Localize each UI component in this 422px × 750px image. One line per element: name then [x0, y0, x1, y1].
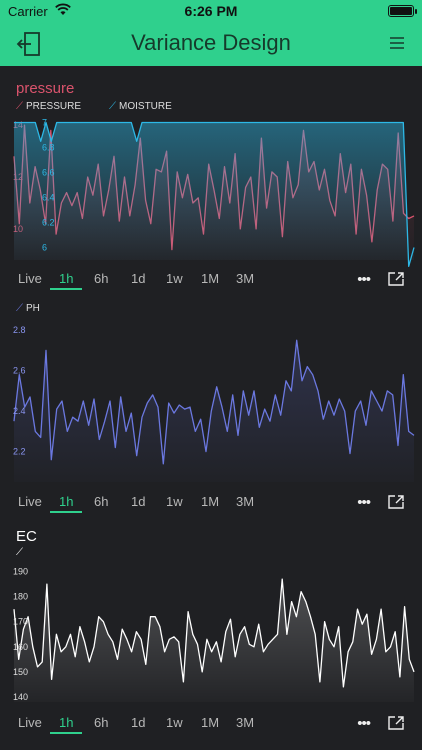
y-tick-label: 2.2	[13, 447, 26, 457]
range-option-1m[interactable]: 1M	[201, 494, 220, 509]
expand-icon[interactable]	[388, 716, 404, 730]
chart-legend: ⟋ PH	[16, 303, 40, 314]
legend-label: PRESSURE	[26, 101, 82, 112]
range-option-1h[interactable]: 1h	[50, 268, 83, 290]
y-tick-label: 2.4	[13, 406, 26, 416]
battery-icon	[388, 5, 417, 17]
battery-fill	[390, 7, 412, 15]
y-tick-label: 6.4	[42, 193, 55, 203]
ph-widget: ⟋ PH 2.8 2.6 2.4 2.2 Live 1h 6h 1d 1w 1M 3M •••	[0, 296, 422, 518]
header-bar: Variance Design	[0, 22, 422, 66]
legend-label: PH	[26, 303, 40, 314]
line-icon: ⟋	[16, 547, 23, 558]
wifi-icon	[55, 3, 71, 19]
y-tick-label: 6.6	[42, 168, 55, 178]
y-tick-label: 6.2	[42, 218, 55, 228]
more-options-icon[interactable]: •••	[357, 714, 371, 732]
range-option-1m[interactable]: 1M	[201, 271, 220, 286]
range-option-1d[interactable]: 1d	[131, 715, 146, 730]
legend-item-ec: ⟋	[16, 547, 26, 558]
expand-icon[interactable]	[388, 495, 404, 509]
range-option-live[interactable]: Live	[18, 715, 42, 730]
y-tick-label: 6.8	[42, 143, 55, 153]
menu-icon[interactable]	[390, 36, 404, 50]
legend-label: MOISTURE	[119, 101, 172, 112]
series-line-ec	[13, 578, 415, 688]
ec-widget: EC ⟋ 190 180 170 160 150 140 Live 1h 6h 1d 1w 1M 3M…	[0, 520, 422, 745]
page-title: Variance Design	[131, 30, 291, 55]
exit-icon[interactable]	[16, 31, 44, 57]
range-selector: Live 1h 6h 1d 1w 1M 3M •••	[0, 710, 422, 736]
range-option-1d[interactable]: 1d	[131, 271, 146, 286]
range-option-1w[interactable]: 1w	[166, 715, 183, 730]
range-option-1d[interactable]: 1d	[131, 494, 146, 509]
series-area	[14, 579, 414, 702]
range-option-1m[interactable]: 1M	[201, 715, 220, 730]
pressure-chart[interactable]: 14121076.86.66.46.26	[0, 70, 422, 270]
series-line-moisture	[14, 121, 415, 267]
range-selector: Live 1h 6h 1d 1w 1M 3M •••	[0, 266, 422, 292]
chart-legend: ⟋	[16, 547, 26, 558]
expand-icon[interactable]	[388, 272, 404, 286]
pressure-widget: pressure ⟋PRESSURE ⟋MOISTURE 14121076.86…	[0, 70, 422, 292]
more-options-icon[interactable]: •••	[357, 270, 371, 288]
y-tick-label: 150	[13, 667, 28, 677]
range-option-3m[interactable]: 3M	[236, 271, 255, 286]
clock: 6:26 PM	[184, 3, 238, 19]
ec-chart[interactable]: 190 180 170 160 150 140	[0, 520, 422, 718]
range-option-1h[interactable]: 1h	[50, 712, 83, 734]
status-bar: Carrier 6:26 PM	[0, 0, 422, 22]
legend-item-ph: ⟋ PH	[16, 303, 40, 314]
widget-title: EC	[16, 528, 37, 545]
range-option-3m[interactable]: 3M	[236, 494, 255, 509]
range-option-6h[interactable]: 6h	[94, 715, 109, 730]
range-option-1w[interactable]: 1w	[166, 271, 183, 286]
y-tick-label: 140	[13, 692, 28, 702]
range-option-live[interactable]: Live	[18, 271, 42, 286]
range-option-1h[interactable]: 1h	[50, 491, 83, 513]
y-tick-label: 6	[42, 243, 47, 253]
series-line-ph	[13, 339, 415, 465]
series-area	[14, 122, 414, 267]
line-icon: ⟋	[16, 101, 23, 112]
range-option-live[interactable]: Live	[18, 494, 42, 509]
range-option-1w[interactable]: 1w	[166, 494, 183, 509]
legend-item-pressure: ⟋ PRESSURE	[16, 101, 81, 112]
y-tick-label: 190	[13, 567, 28, 577]
y-tick-label: 2.6	[13, 366, 26, 376]
range-selector: Live 1h 6h 1d 1w 1M 3M •••	[0, 489, 422, 515]
y-tick-label: 170	[13, 617, 28, 627]
series-area	[14, 340, 414, 482]
range-option-6h[interactable]: 6h	[94, 494, 109, 509]
legend-item-moisture: ⟋ MOISTURE	[109, 101, 172, 112]
chart-legend: ⟋ PRESSURE ⟋ MOISTURE	[16, 101, 172, 112]
y-tick-label: 7	[42, 118, 47, 128]
y-tick-label: 160	[13, 642, 28, 652]
line-icon: ⟋	[109, 101, 117, 112]
line-icon: ⟋	[16, 303, 23, 314]
carrier-label: Carrier	[8, 4, 48, 19]
range-option-6h[interactable]: 6h	[94, 271, 109, 286]
ph-chart[interactable]: 2.8 2.6 2.4 2.2	[0, 296, 422, 492]
more-options-icon[interactable]: •••	[357, 493, 371, 511]
widget-title: pressure	[16, 80, 75, 97]
y-tick-label: 2.8	[13, 325, 26, 335]
y-tick-label: 180	[13, 592, 28, 602]
range-option-3m[interactable]: 3M	[236, 715, 255, 730]
